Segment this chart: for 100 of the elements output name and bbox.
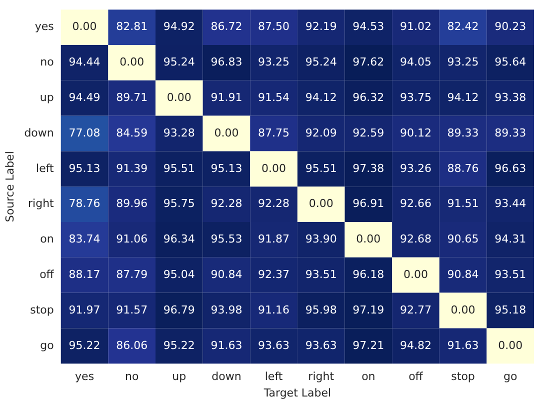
data-label: 95.51 [305,162,337,175]
data-label: 86.72 [210,20,242,34]
data-label: 91.39 [116,162,148,175]
data-label: 93.26 [400,162,432,175]
x-tick-label: off [408,370,424,384]
data-label: 93.25 [258,56,290,69]
y-tick-label: down [24,126,54,140]
data-label: 94.44 [68,56,100,69]
y-tick-label: left [36,162,55,175]
y-tick-label: stop [30,303,54,316]
data-label: 82.81 [116,20,148,34]
data-label: 90.84 [210,268,242,281]
data-label: 78.76 [68,197,100,210]
data-label: 0.00 [450,303,476,316]
data-label: 97.62 [352,56,384,69]
data-label: 93.51 [494,268,526,281]
y-tick-label: off [40,268,54,281]
data-label: 89.96 [116,197,148,210]
data-label: 96.34 [163,232,195,246]
data-label: 91.63 [447,338,479,352]
data-label: 87.79 [116,268,148,281]
data-label: 89.33 [447,126,479,140]
data-label: 92.09 [305,126,337,140]
data-label: 84.59 [116,126,148,140]
data-label: 91.63 [210,338,242,352]
data-label: 93.38 [494,90,526,104]
data-label: 94.49 [68,90,100,104]
data-label: 91.54 [258,90,290,104]
data-label: 91.57 [116,303,148,316]
data-label: 93.28 [163,126,195,140]
data-label: 91.87 [258,232,290,246]
x-tick-label: yes [75,370,94,384]
data-label: 94.92 [163,20,195,34]
x-tick-label: up [172,370,186,384]
data-label: 88.17 [68,268,100,281]
x-tick-label: down [212,370,242,384]
data-label: 0.00 [214,126,239,140]
data-label: 90.12 [400,126,432,140]
data-label: 92.77 [400,303,432,316]
data-label: 0.00 [72,20,97,34]
data-label: 0.00 [356,232,381,246]
data-label: 93.63 [258,338,290,352]
data-label: 97.21 [352,338,384,352]
data-label: 95.64 [494,56,526,69]
data-label: 89.71 [116,90,148,104]
data-label: 93.25 [447,56,479,69]
data-label: 96.91 [352,197,384,210]
data-label: 94.12 [447,90,479,104]
y-tick-label: up [40,90,54,104]
data-label: 92.66 [400,197,432,210]
data-label: 90.65 [447,232,479,246]
data-label: 95.18 [494,303,526,316]
data-label: 94.53 [352,20,384,34]
data-label: 93.51 [305,268,337,281]
data-label: 96.18 [352,268,384,281]
data-label: 91.97 [68,303,100,316]
data-label: 95.04 [163,268,195,281]
data-label: 93.63 [305,338,337,352]
data-label: 94.31 [494,232,526,246]
data-label: 97.38 [352,162,384,175]
y-tick-label: go [40,338,54,352]
data-label: 94.82 [400,338,432,352]
data-label: 92.59 [352,126,384,140]
y-tick-label: yes [34,20,54,34]
y-tick-label: on [40,232,54,246]
data-label: 88.76 [447,162,479,175]
data-label: 92.37 [258,268,290,281]
x-axis-title: Target Label [262,386,332,400]
data-label: 87.75 [258,126,290,140]
data-label: 95.51 [163,162,195,175]
y-axis-title: Source Label [3,151,16,222]
data-label: 92.28 [258,197,290,210]
data-label: 0.00 [120,56,144,69]
data-label: 0.00 [262,162,286,175]
x-tick-label: right [308,370,335,384]
data-label: 93.75 [400,90,432,104]
data-label: 91.06 [116,232,148,246]
data-label: 95.98 [305,303,337,316]
data-label: 83.74 [68,232,100,246]
data-label: 96.79 [163,303,195,316]
data-label: 95.24 [305,56,337,69]
data-label: 0.00 [498,338,523,352]
data-label: 93.98 [210,303,242,316]
data-label: 91.02 [400,20,432,34]
data-label: 95.53 [210,232,242,246]
data-label: 96.63 [494,162,526,175]
data-label: 89.33 [494,126,526,140]
data-label: 0.00 [403,268,428,281]
data-label: 96.32 [352,90,384,104]
data-label: 0.00 [308,197,334,210]
y-tick-label: no [40,56,54,69]
data-label: 91.91 [210,90,242,104]
data-label: 77.08 [68,126,100,140]
data-label: 95.13 [68,162,100,175]
data-label: 87.50 [258,20,290,34]
data-label: 94.05 [400,56,432,69]
x-tick-label: on [362,370,376,384]
data-label: 82.42 [447,20,479,34]
data-label: 93.44 [494,197,526,210]
data-label: 0.00 [166,90,192,104]
